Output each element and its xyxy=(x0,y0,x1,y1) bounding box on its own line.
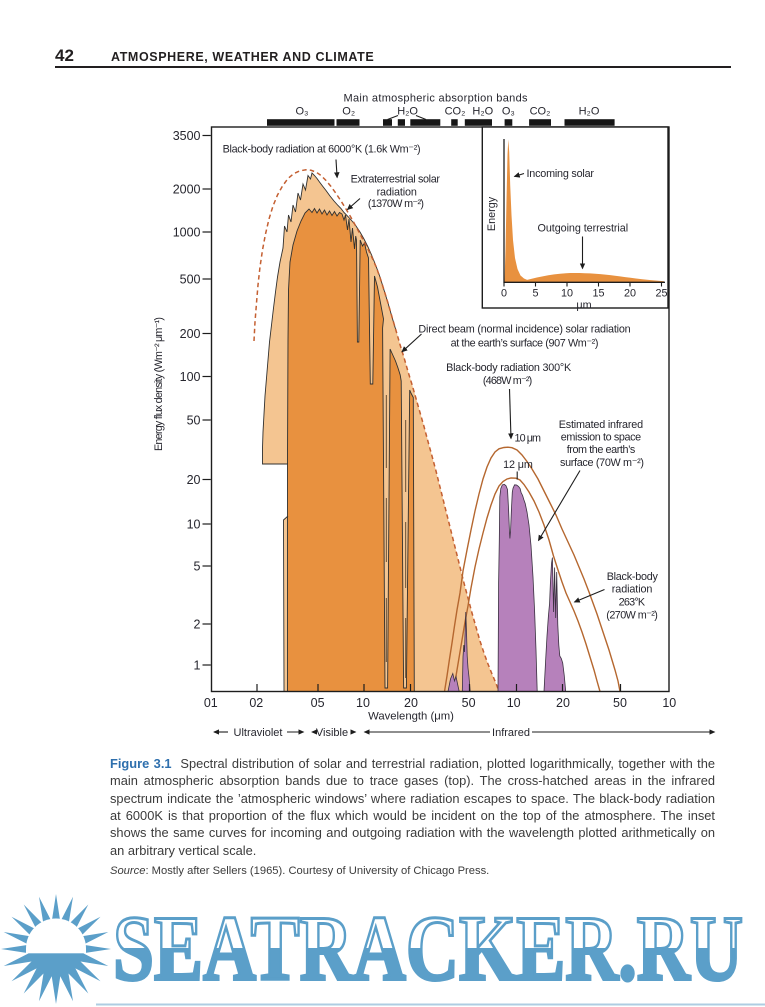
svg-text:25: 25 xyxy=(655,288,667,300)
svg-text:500: 500 xyxy=(180,272,201,286)
svg-text:O₃: O₃ xyxy=(295,106,308,118)
svg-text:200: 200 xyxy=(180,327,201,341)
svg-text:CO₂: CO₂ xyxy=(530,106,551,118)
svg-text:20: 20 xyxy=(556,696,570,710)
svg-text:emission to space: emission to space xyxy=(561,431,641,443)
svg-text:20: 20 xyxy=(404,696,418,710)
svg-text:Direct beam (normal incidence): Direct beam (normal incidence) solar rad… xyxy=(418,323,630,335)
svg-text:H₂O: H₂O xyxy=(397,106,418,118)
svg-text:Incoming solar: Incoming solar xyxy=(527,168,595,180)
svg-text:Visible: Visible xyxy=(316,727,348,739)
svg-text:O₂: O₂ xyxy=(342,106,355,118)
svg-text:at the earth’s surface (907 Wm: at the earth’s surface (907 Wm⁻²) xyxy=(451,337,599,349)
svg-text:1000: 1000 xyxy=(173,225,201,239)
svg-text:12 μm: 12 μm xyxy=(503,459,533,471)
svg-text:2000: 2000 xyxy=(173,182,201,196)
svg-text:02: 02 xyxy=(249,696,263,710)
svg-text:Ultraviolet: Ultraviolet xyxy=(234,727,283,739)
svg-text:10: 10 xyxy=(356,696,370,710)
svg-text:H₂O: H₂O xyxy=(472,106,493,118)
svg-text:Black-body radiation 300°K: Black-body radiation 300°K xyxy=(446,362,572,374)
svg-text:10: 10 xyxy=(561,288,573,300)
svg-text:Black-body: Black-body xyxy=(607,571,659,583)
svg-text:3500: 3500 xyxy=(173,129,201,143)
svg-text:H₂O: H₂O xyxy=(579,106,600,118)
svg-text:01: 01 xyxy=(204,696,218,710)
svg-text:Extraterrestrial solar: Extraterrestrial solar xyxy=(351,174,441,186)
svg-text:15: 15 xyxy=(592,288,604,300)
svg-text:50: 50 xyxy=(187,413,201,427)
svg-text:20: 20 xyxy=(187,473,201,487)
svg-text:Estimated infrared: Estimated infrared xyxy=(559,419,643,431)
svg-text:Outgoing terrestrial: Outgoing terrestrial xyxy=(538,222,629,234)
svg-text:(270W m⁻²): (270W m⁻²) xyxy=(606,609,658,621)
svg-text:5: 5 xyxy=(532,288,538,300)
svg-text:surface (70W m⁻²): surface (70W m⁻²) xyxy=(560,457,644,469)
svg-text:Energy: Energy xyxy=(486,196,498,231)
svg-text:(468W m⁻²): (468W m⁻²) xyxy=(483,375,532,387)
svg-text:Main atmospheric absorption ba: Main atmospheric absorption bands xyxy=(344,93,529,105)
svg-text:CO₂: CO₂ xyxy=(445,106,466,118)
svg-text:from the earth’s: from the earth’s xyxy=(567,444,636,456)
svg-text:(1370W m⁻²): (1370W m⁻²) xyxy=(368,198,424,210)
svg-text:263°K: 263°K xyxy=(619,597,646,609)
svg-text:50: 50 xyxy=(462,696,476,710)
svg-text:Infrared: Infrared xyxy=(492,727,530,739)
svg-text:20: 20 xyxy=(624,288,636,300)
svg-text:50: 50 xyxy=(613,696,627,710)
svg-text:10 μm: 10 μm xyxy=(515,433,542,445)
svg-text:05: 05 xyxy=(311,696,325,710)
svg-text:5: 5 xyxy=(194,559,201,573)
svg-text:100: 100 xyxy=(180,370,201,384)
svg-text:Wavelength (μm): Wavelength (μm) xyxy=(368,711,454,723)
svg-text:1: 1 xyxy=(194,658,201,672)
svg-text:10: 10 xyxy=(507,696,521,710)
svg-text:10: 10 xyxy=(187,517,201,531)
svg-text:10: 10 xyxy=(662,696,676,710)
svg-text:Energy flux density (Wm⁻² μm⁻¹: Energy flux density (Wm⁻² μm⁻¹) xyxy=(153,317,165,451)
svg-text:radiation: radiation xyxy=(377,187,417,199)
svg-text:μm: μm xyxy=(576,300,591,312)
svg-text:0: 0 xyxy=(501,288,507,300)
svg-text:2: 2 xyxy=(194,617,201,631)
svg-text:radiation: radiation xyxy=(612,584,653,596)
svg-text:O₃: O₃ xyxy=(502,106,515,118)
svg-text:Black-body radiation at 6000°K: Black-body radiation at 6000°K (1.6k Wm⁻… xyxy=(223,144,421,156)
